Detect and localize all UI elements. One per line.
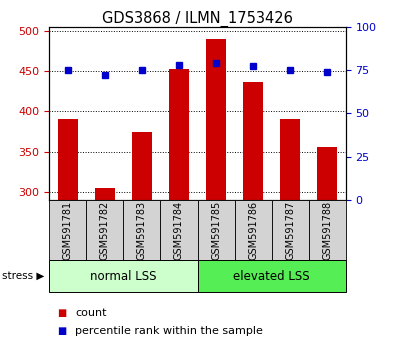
Bar bbox=[206, 39, 226, 200]
Bar bbox=[198, 260, 346, 292]
Bar bbox=[49, 200, 87, 260]
Text: ■: ■ bbox=[57, 308, 66, 318]
Text: GSM591785: GSM591785 bbox=[211, 200, 221, 260]
Text: percentile rank within the sample: percentile rank within the sample bbox=[75, 326, 263, 336]
Title: GDS3868 / ILMN_1753426: GDS3868 / ILMN_1753426 bbox=[102, 10, 293, 27]
Text: GSM591784: GSM591784 bbox=[174, 200, 184, 260]
Bar bbox=[58, 119, 78, 200]
Bar bbox=[272, 200, 308, 260]
Bar bbox=[317, 147, 337, 200]
Text: normal LSS: normal LSS bbox=[90, 270, 157, 282]
Bar bbox=[49, 260, 198, 292]
Text: elevated LSS: elevated LSS bbox=[233, 270, 310, 282]
Text: GSM591781: GSM591781 bbox=[63, 200, 73, 260]
Text: GSM591788: GSM591788 bbox=[322, 200, 332, 260]
Bar bbox=[160, 200, 198, 260]
Bar bbox=[198, 200, 235, 260]
Bar bbox=[243, 82, 263, 200]
Bar bbox=[308, 200, 346, 260]
Text: GSM591786: GSM591786 bbox=[248, 200, 258, 260]
Bar bbox=[235, 200, 272, 260]
Text: GSM591787: GSM591787 bbox=[285, 200, 295, 260]
Bar bbox=[132, 132, 152, 200]
Text: GSM591783: GSM591783 bbox=[137, 200, 147, 260]
Text: stress ▶: stress ▶ bbox=[2, 271, 44, 281]
Bar bbox=[169, 69, 189, 200]
Text: ■: ■ bbox=[57, 326, 66, 336]
Text: count: count bbox=[75, 308, 107, 318]
Bar bbox=[87, 200, 123, 260]
Text: GSM591782: GSM591782 bbox=[100, 200, 110, 260]
Bar bbox=[95, 188, 115, 200]
Bar bbox=[280, 119, 300, 200]
Bar bbox=[123, 200, 160, 260]
